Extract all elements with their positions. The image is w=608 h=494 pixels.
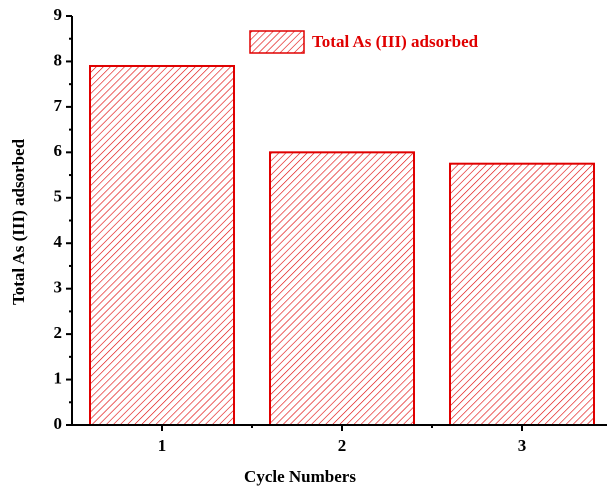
legend-label: Total As (III) adsorbed [312, 32, 479, 51]
x-tick-label: 3 [518, 436, 527, 455]
y-tick-label: 2 [54, 323, 63, 342]
y-tick-label: 8 [54, 50, 63, 69]
y-tick-label: 9 [54, 5, 63, 24]
x-axis-label: Cycle Numbers [244, 467, 356, 486]
y-tick-label: 6 [54, 141, 63, 160]
bar [449, 162, 595, 426]
x-tick-label: 1 [158, 436, 167, 455]
y-tick-label: 3 [54, 278, 63, 297]
x-tick-label: 2 [338, 436, 347, 455]
bar [89, 64, 235, 426]
y-tick-label: 1 [54, 368, 63, 387]
bar [269, 151, 415, 426]
y-tick-label: 5 [54, 187, 63, 206]
y-axis-label: Total As (III) adsorbed [9, 138, 28, 305]
legend-swatch [249, 30, 305, 54]
y-tick-label: 4 [54, 232, 63, 251]
y-tick-label: 7 [54, 96, 63, 115]
y-tick-label: 0 [54, 414, 63, 433]
